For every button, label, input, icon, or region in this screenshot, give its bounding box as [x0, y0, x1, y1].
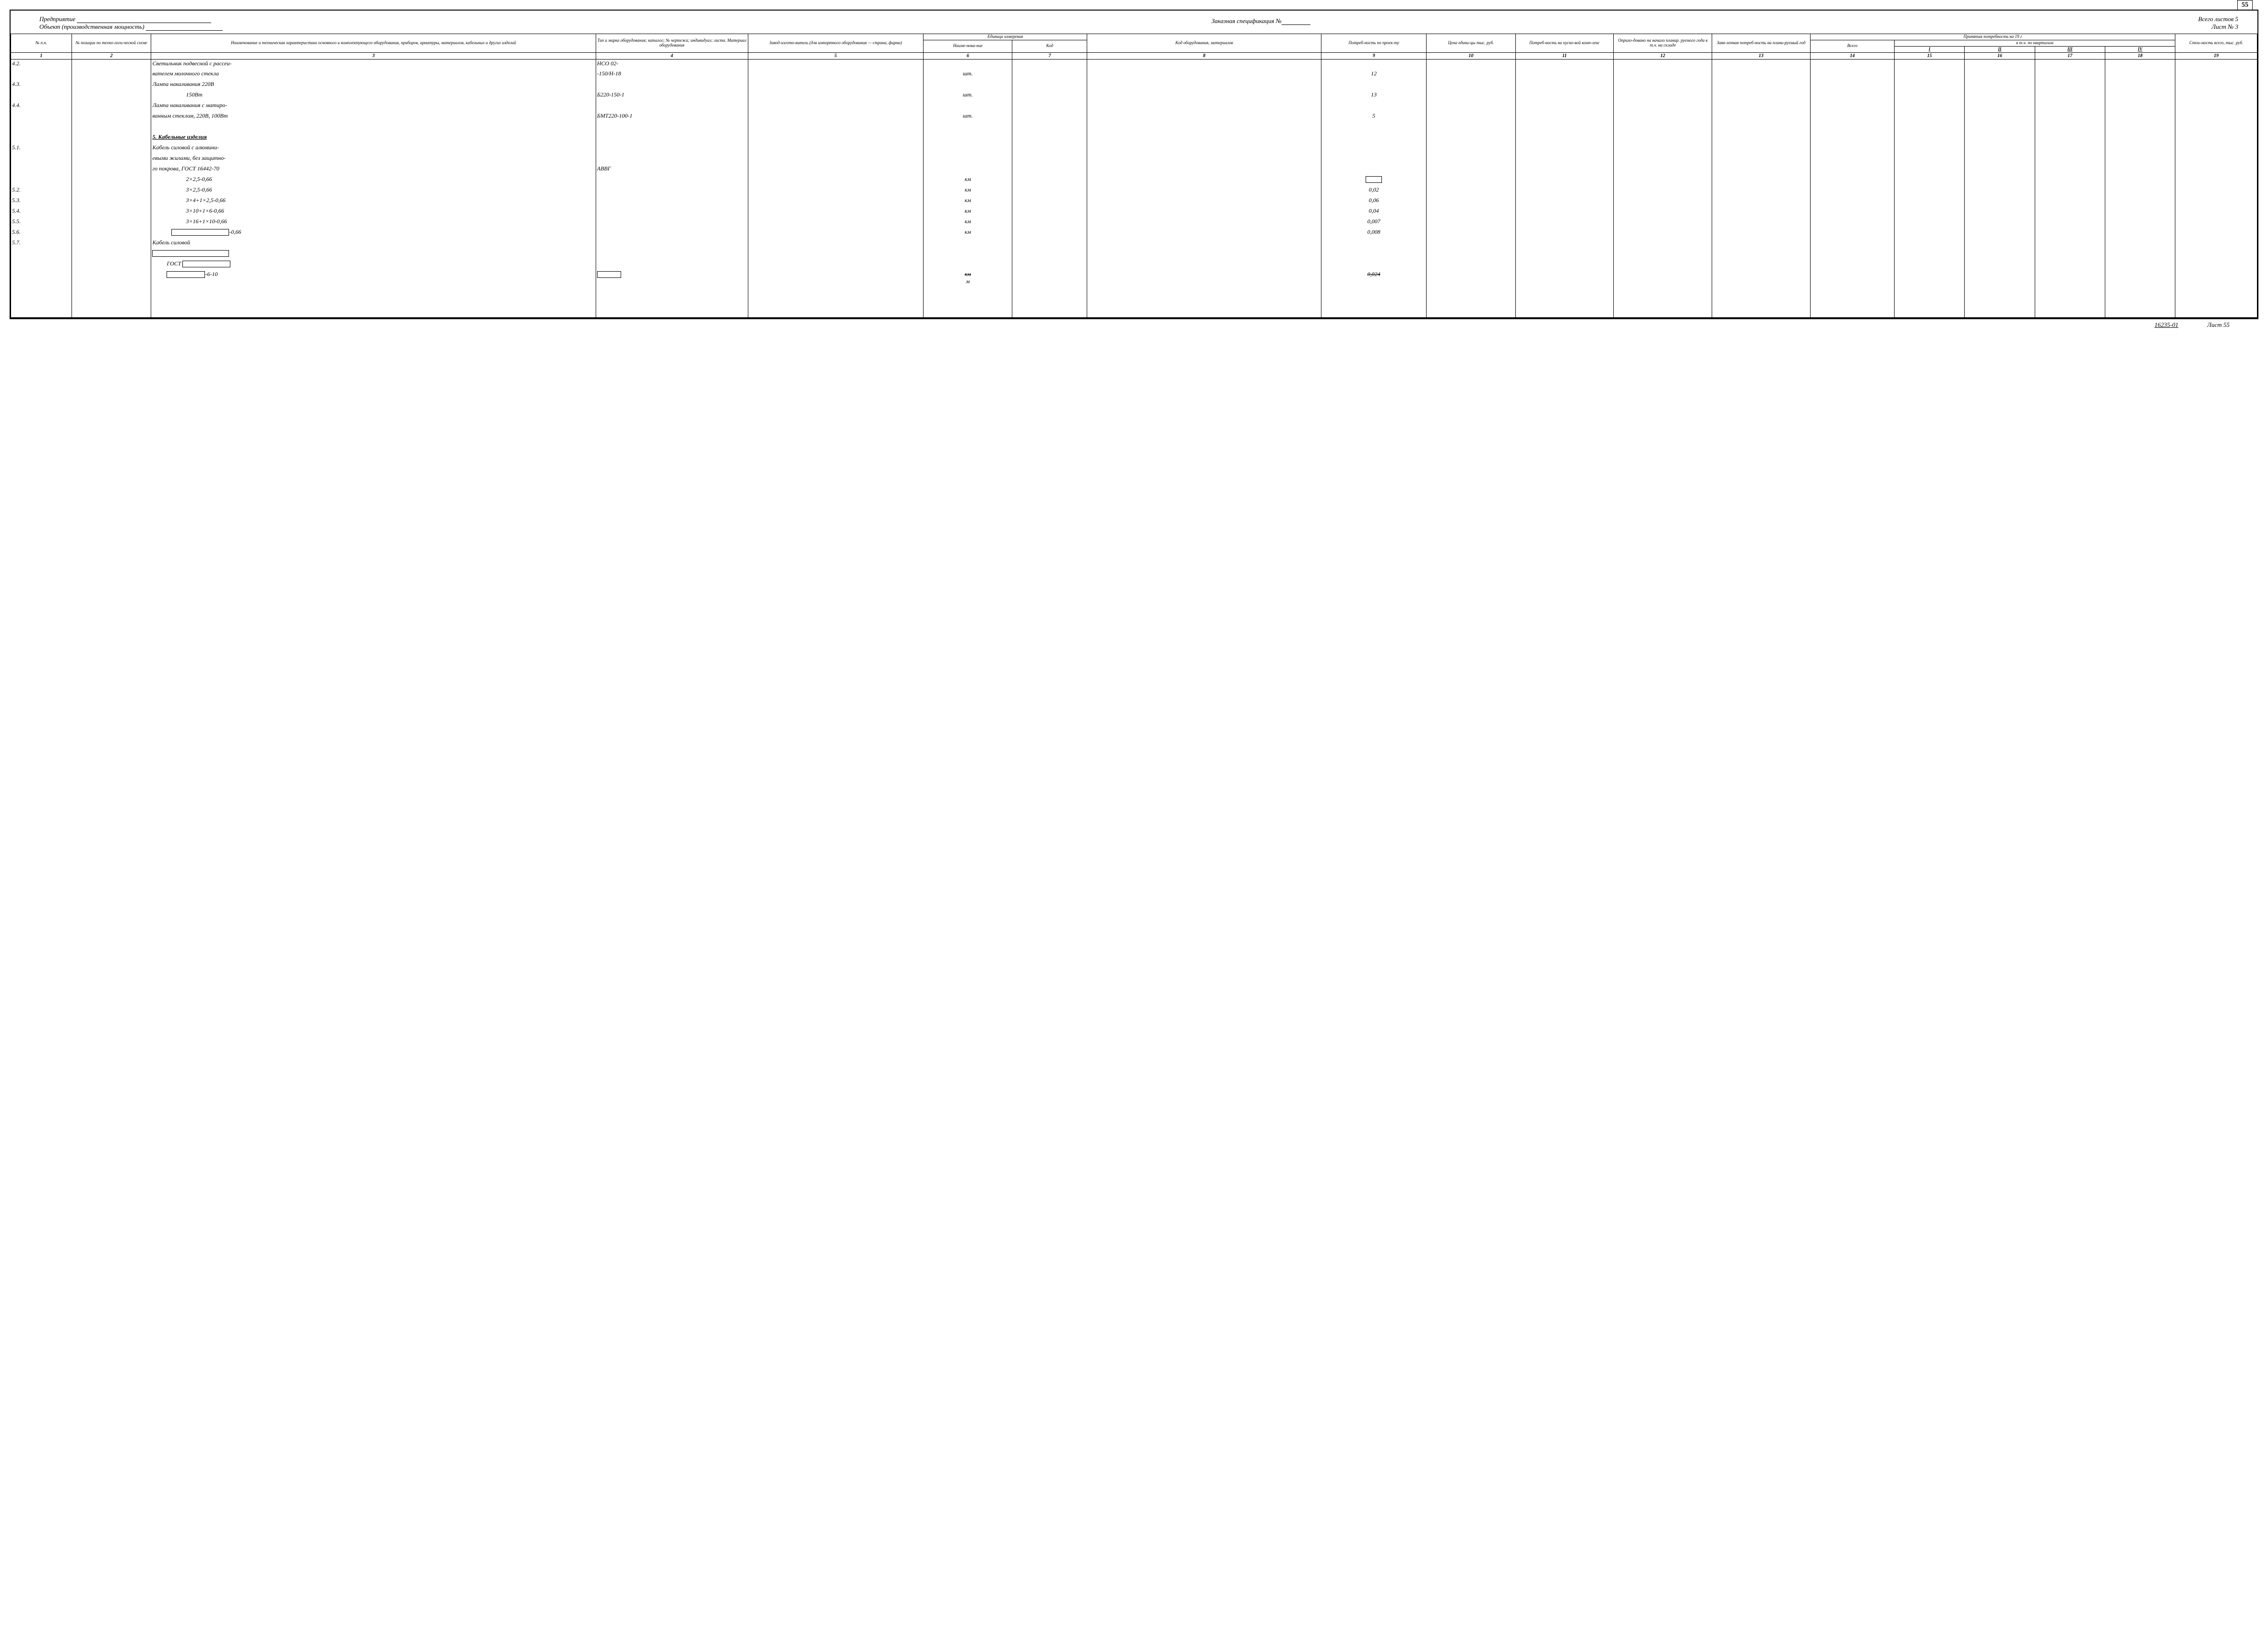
col-19: Стои-мость всего, тыс. руб.	[2175, 34, 2257, 53]
table-row: 5.4.3×10+1×6-0,66км0,04	[11, 207, 2257, 217]
col-4: Тип и марка оборудования; каталог; № чер…	[596, 34, 748, 53]
col-5: Завод-изгото-витель (для импортного обор…	[748, 34, 924, 53]
table-row	[11, 122, 2257, 133]
table-row: 5.2.3×2,5-0,66км0,02	[11, 186, 2257, 196]
footer-sheet: Лист 55	[2207, 321, 2230, 329]
table-row: 5.5.3×16+1×10-0,66км0,007	[11, 217, 2257, 228]
specification-page: 55 Предприятие Объект (производственная …	[10, 10, 2258, 319]
col-9: Потреб-ность по проек-ту	[1321, 34, 1426, 53]
table-row: 4.2.Светильник подвесной с рассеи-НСО 02…	[11, 59, 2257, 70]
col-6-group: Единица измерения	[924, 34, 1087, 40]
company-label: Предприятие	[39, 15, 75, 23]
doc-number: 16235-01	[2154, 321, 2178, 329]
col-12: Оприхо-довано на начало планир. руемого …	[1614, 34, 1712, 53]
table-header: № п.п. № позиции по техно-логи-ческой сх…	[11, 34, 2257, 60]
col-q2: II	[1965, 46, 2035, 52]
col-11: Потреб-ность на пуско-вой комп-лекс	[1515, 34, 1614, 53]
table-row: 5.6.-0,66км0,008	[11, 228, 2257, 239]
page-header: Предприятие Объект (производственная мощ…	[11, 11, 2257, 34]
col-14-group: Принятая потребность на 19 г	[1810, 34, 2175, 40]
table-row: 5.7.Кабель силовой	[11, 239, 2257, 249]
table-row: 5.1.Кабель силовой с алюмини-	[11, 144, 2257, 154]
table-row: го покрова, ГОСТ 16442-70АВВГ	[11, 165, 2257, 175]
col-quarters-label: в т.ч. по кварталам	[1895, 40, 2175, 46]
col-3: Наименование и техническая характеристик…	[151, 34, 596, 53]
sheet-num: 3	[2235, 23, 2239, 30]
col-10: Цена едини-цы тыс. руб.	[1427, 34, 1515, 53]
spec-title: Заказная спецификация №	[1212, 17, 1282, 24]
table-row: 5.3.3×4+1×2,5-0,66км0,06	[11, 196, 2257, 207]
col-2: № позиции по техно-логи-ческой схеме	[72, 34, 151, 53]
table-row: 150ВтБ220-150-1шт.13	[11, 91, 2257, 101]
table-row	[11, 296, 2257, 307]
total-sheets: 5	[2235, 15, 2239, 23]
col-1: № п.п.	[11, 34, 72, 53]
object-label: Объект (производственная мощность)	[39, 23, 144, 30]
table-row: 4.3.Лампа накаливания 220В	[11, 80, 2257, 91]
table-row: ГОСТ	[11, 260, 2257, 270]
col-14: Всего	[1810, 40, 1894, 52]
total-sheets-label: Всего листов	[2198, 15, 2234, 23]
sheet-label: Лист №	[2211, 23, 2233, 30]
table-row	[11, 286, 2257, 296]
table-body: 4.2.Светильник подвесной с рассеи-НСО 02…	[11, 59, 2257, 317]
table-row: евыми жилами, без защитно-	[11, 154, 2257, 165]
table-row: 5. Кабельные изделия	[11, 133, 2257, 144]
table-row	[11, 249, 2257, 260]
spec-table: № п.п. № позиции по техно-логи-ческой сх…	[11, 34, 2257, 318]
col-q4: IV	[2105, 46, 2175, 52]
table-row: ванным стеклом, 220В, 100ВтБМТ220-100-1ш…	[11, 112, 2257, 122]
col-7: Код	[1012, 40, 1087, 52]
col-13: Заяв-ленная потреб-ность на плани-руемый…	[1712, 34, 1811, 53]
col-q1: I	[1895, 46, 1965, 52]
page-corner-number: 55	[2237, 0, 2253, 11]
col-q3: III	[2035, 46, 2105, 52]
table-row: -6-10кмм0,024	[11, 270, 2257, 286]
table-row: 4.4.Лампа накаливания с матиро-	[11, 101, 2257, 112]
table-row: вателем молочного стекла-150/Н-18шт.12	[11, 70, 2257, 80]
table-row	[11, 307, 2257, 317]
table-row: 2×2,5-0,66км	[11, 175, 2257, 186]
page-footer: 16235-01 Лист 55	[10, 318, 2258, 329]
col-8: Код оборудования, материалов	[1087, 34, 1321, 53]
col-6: Наиме-нова-ние	[924, 40, 1012, 52]
